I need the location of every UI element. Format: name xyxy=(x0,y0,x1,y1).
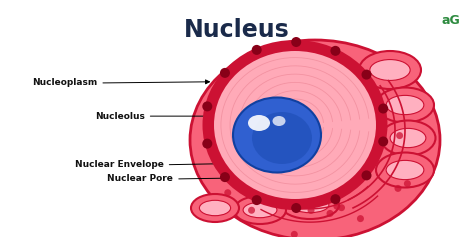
Text: Nuclear Pore: Nuclear Pore xyxy=(107,174,173,183)
Ellipse shape xyxy=(191,194,239,222)
Circle shape xyxy=(404,180,411,187)
Circle shape xyxy=(362,70,372,80)
Circle shape xyxy=(283,168,291,174)
Ellipse shape xyxy=(202,40,388,210)
Circle shape xyxy=(355,127,362,134)
Ellipse shape xyxy=(234,196,286,224)
Circle shape xyxy=(221,129,228,137)
Ellipse shape xyxy=(273,116,285,126)
Circle shape xyxy=(220,68,230,78)
Circle shape xyxy=(291,203,301,213)
Ellipse shape xyxy=(233,97,321,173)
Ellipse shape xyxy=(359,51,421,89)
Text: Nucleolus: Nucleolus xyxy=(95,112,145,121)
Circle shape xyxy=(227,86,234,93)
Circle shape xyxy=(327,210,334,217)
Circle shape xyxy=(224,189,231,196)
Circle shape xyxy=(396,132,403,139)
Circle shape xyxy=(220,172,230,182)
Circle shape xyxy=(394,185,401,192)
Circle shape xyxy=(333,203,340,210)
Ellipse shape xyxy=(376,152,434,187)
Circle shape xyxy=(253,158,260,165)
Circle shape xyxy=(271,141,278,148)
Circle shape xyxy=(253,170,260,177)
Circle shape xyxy=(324,88,331,95)
Circle shape xyxy=(264,91,271,98)
Circle shape xyxy=(330,46,340,56)
Circle shape xyxy=(225,130,232,137)
Circle shape xyxy=(279,93,286,100)
Text: Nuclear Envelope: Nuclear Envelope xyxy=(74,160,164,169)
Circle shape xyxy=(378,104,388,114)
Ellipse shape xyxy=(381,120,436,155)
Circle shape xyxy=(358,118,365,126)
Circle shape xyxy=(252,195,262,205)
Ellipse shape xyxy=(376,87,434,123)
Circle shape xyxy=(264,188,271,195)
Circle shape xyxy=(362,170,372,180)
Text: Nucleoplasm: Nucleoplasm xyxy=(32,78,97,87)
Ellipse shape xyxy=(291,197,329,213)
Circle shape xyxy=(308,207,315,214)
Circle shape xyxy=(226,162,233,169)
Ellipse shape xyxy=(214,51,376,199)
Ellipse shape xyxy=(248,115,270,131)
Circle shape xyxy=(338,204,345,211)
Circle shape xyxy=(202,101,212,111)
Circle shape xyxy=(262,119,269,126)
Circle shape xyxy=(282,159,289,166)
Circle shape xyxy=(248,207,255,214)
Ellipse shape xyxy=(390,128,426,148)
Ellipse shape xyxy=(252,112,312,164)
Circle shape xyxy=(202,139,212,149)
Ellipse shape xyxy=(370,59,410,80)
Ellipse shape xyxy=(386,160,424,180)
Text: aG: aG xyxy=(441,14,460,27)
Circle shape xyxy=(291,231,298,237)
Ellipse shape xyxy=(190,40,440,237)
Circle shape xyxy=(252,45,262,55)
Ellipse shape xyxy=(386,95,424,115)
Circle shape xyxy=(378,137,388,146)
Text: Nucleus: Nucleus xyxy=(184,18,290,42)
Ellipse shape xyxy=(281,191,339,219)
Circle shape xyxy=(273,64,280,72)
Circle shape xyxy=(291,37,301,47)
Circle shape xyxy=(229,172,236,179)
Ellipse shape xyxy=(200,200,230,216)
Circle shape xyxy=(330,194,340,204)
Ellipse shape xyxy=(243,202,277,218)
Circle shape xyxy=(280,86,287,93)
Circle shape xyxy=(357,215,364,222)
